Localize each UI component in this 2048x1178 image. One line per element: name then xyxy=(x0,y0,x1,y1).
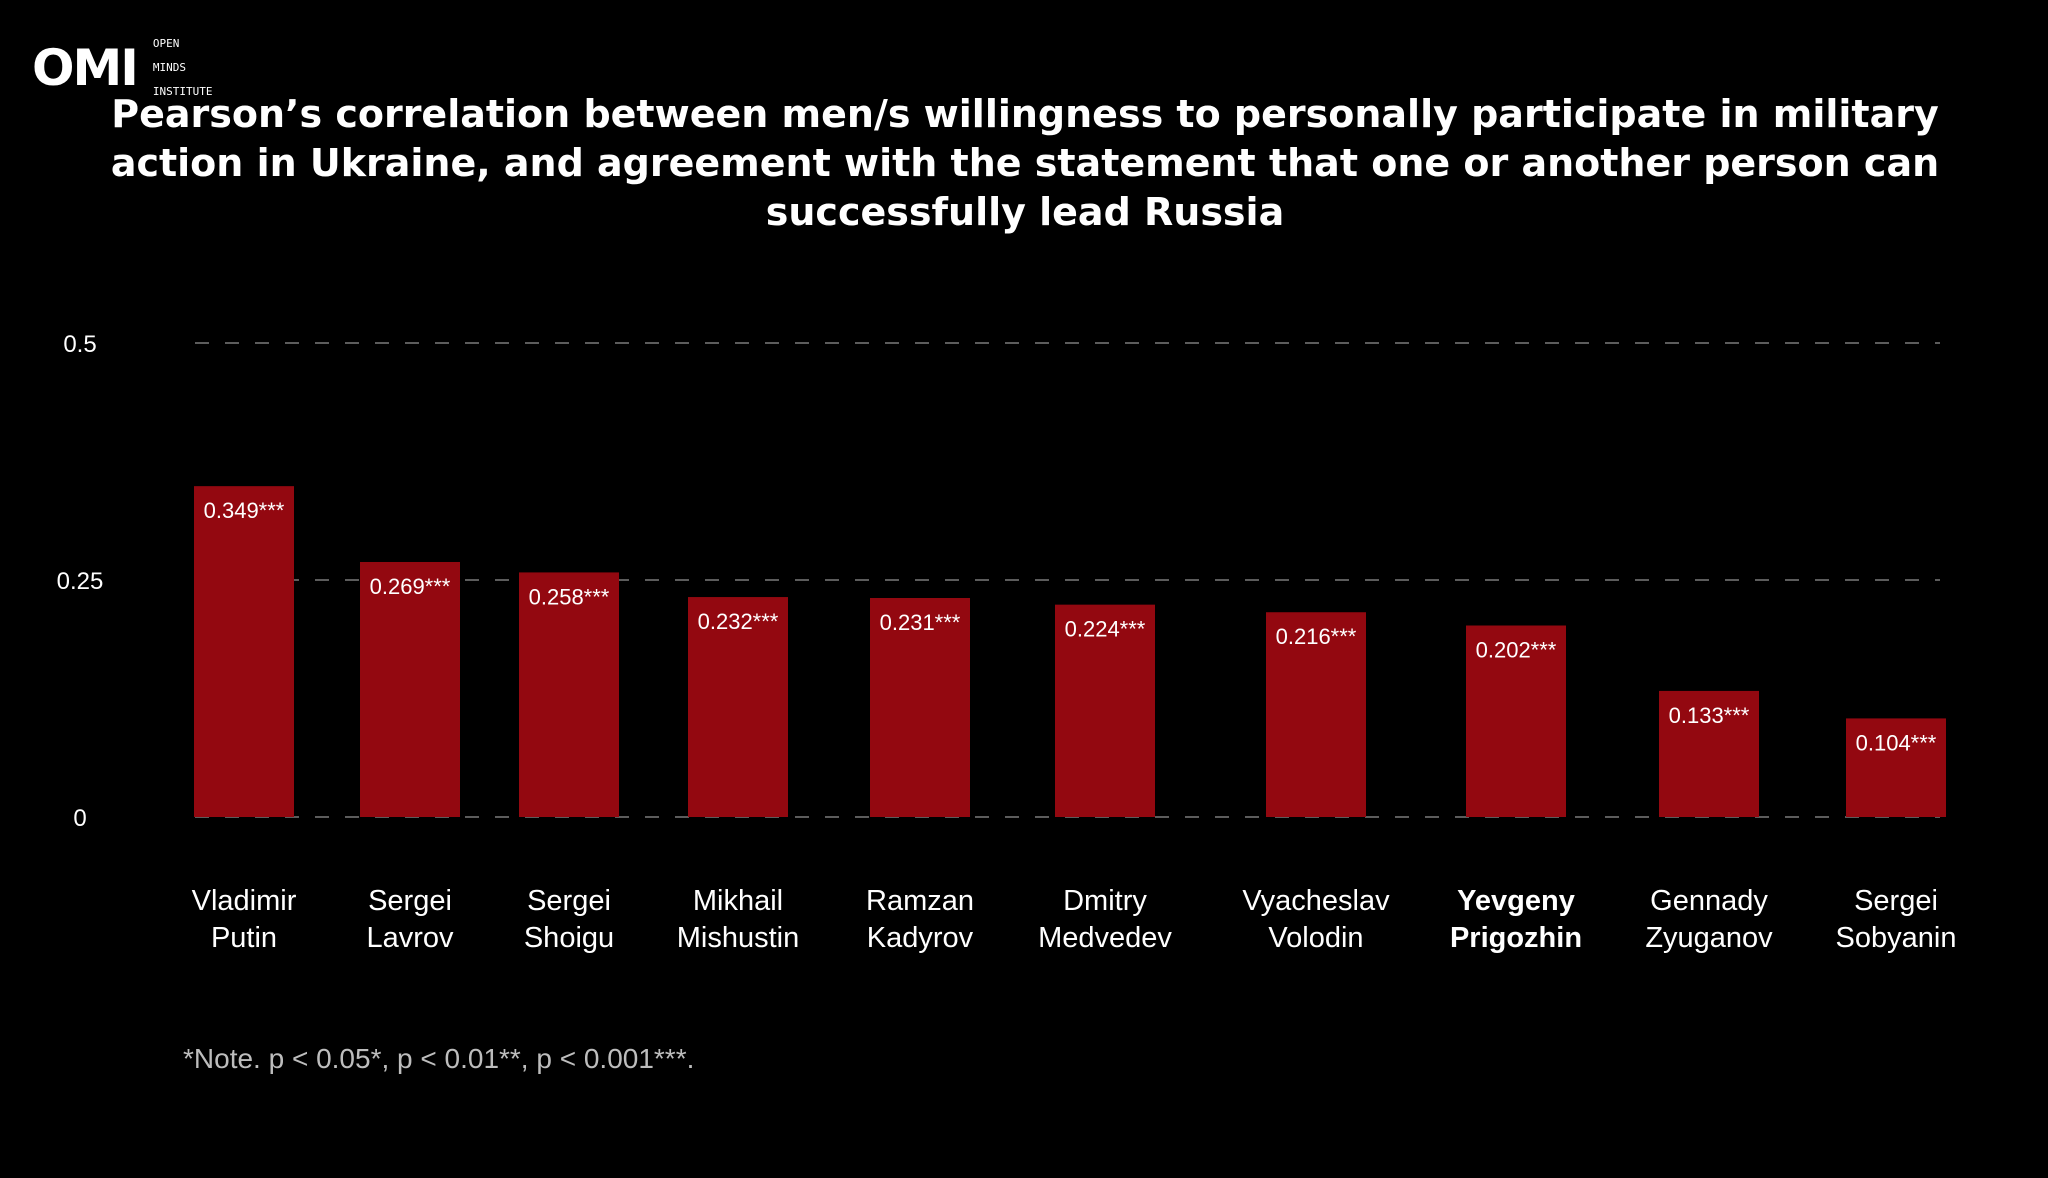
bar-8 xyxy=(1659,690,1759,817)
category-label-line: Volodin xyxy=(1268,922,1363,954)
logo-wordmark: OPEN MINDS INSTITUTE xyxy=(153,26,243,110)
category-label-line: Vyacheslav xyxy=(1242,885,1390,917)
category-label-line: Vladimir xyxy=(192,885,297,917)
logo-line-1: OPEN xyxy=(152,37,180,50)
data-label-3: 0.232*** xyxy=(698,609,779,634)
data-label-9: 0.104*** xyxy=(1856,730,1937,755)
data-label-4: 0.231*** xyxy=(880,610,961,635)
data-label-0: 0.349*** xyxy=(204,498,285,523)
category-label-0: Vladimir Putin xyxy=(192,885,297,954)
bar-5 xyxy=(1055,604,1155,817)
category-label-line: Dmitry xyxy=(1063,885,1147,917)
category-label-7: Yevgeny Prigozhin xyxy=(1450,885,1582,954)
bar-2 xyxy=(519,572,619,817)
category-label-line: Mikhail xyxy=(693,885,783,917)
data-label-8: 0.133*** xyxy=(1669,703,1750,728)
category-label-line: Shoigu xyxy=(524,922,614,954)
category-label-6: Vyacheslav Volodin xyxy=(1242,885,1390,954)
bar-9 xyxy=(1846,718,1946,817)
y-tick-label-0: 0.5 xyxy=(63,331,96,358)
category-label-line: Sergei xyxy=(1854,885,1938,917)
category-label-line: Sergei xyxy=(527,885,611,917)
category-label-line: Kadyrov xyxy=(867,922,974,954)
significance-note: *Note. p < 0.05*, p < 0.01**, p < 0.001*… xyxy=(183,1043,695,1074)
chart-title: Pearson’s correlation between men/s will… xyxy=(110,92,1940,234)
bar-4 xyxy=(870,598,970,817)
category-label-5: Dmitry Medvedev xyxy=(1038,885,1172,954)
category-label-3: Mikhail Mishustin xyxy=(677,885,800,954)
category-label-line: Sobyanin xyxy=(1836,922,1957,954)
category-label-4: Ramzan Kadyrov xyxy=(866,885,974,954)
data-label-7: 0.202*** xyxy=(1476,638,1557,663)
data-label-2: 0.258*** xyxy=(529,584,610,609)
category-label-line: Prigozhin xyxy=(1450,922,1582,954)
bar-1 xyxy=(360,561,460,817)
data-label-6: 0.216*** xyxy=(1276,624,1357,649)
category-label-9: Sergei Sobyanin xyxy=(1836,885,1957,954)
category-label-line: Yevgeny xyxy=(1457,885,1575,917)
logo-line-3: INSTITUTE xyxy=(152,85,213,98)
data-label-1: 0.269*** xyxy=(370,574,451,599)
category-label-line: Medvedev xyxy=(1038,922,1172,954)
category-label-line: Putin xyxy=(211,922,277,954)
logo-line-2: MINDS xyxy=(152,61,186,74)
y-tick-label-2: 0 xyxy=(73,805,86,832)
bar-6 xyxy=(1266,612,1366,817)
logo-mark: OMI xyxy=(32,39,139,97)
category-label-line: Ramzan xyxy=(866,885,974,917)
data-label-5: 0.224*** xyxy=(1065,617,1146,642)
omi-logo: OMI OPEN MINDS INSTITUTE xyxy=(32,26,243,110)
category-label-line: Gennady xyxy=(1650,885,1768,917)
bar-7 xyxy=(1466,625,1566,817)
bar-3 xyxy=(688,597,788,817)
category-label-2: Sergei Shoigu xyxy=(524,885,614,954)
category-label-1: Sergei Lavrov xyxy=(366,885,454,954)
category-label-line: Sergei xyxy=(368,885,452,917)
y-tick-label-1: 0.25 xyxy=(57,568,104,595)
category-label-line: Lavrov xyxy=(366,922,454,954)
category-label-line: Mishustin xyxy=(677,922,800,954)
category-label-line: Zyuganov xyxy=(1645,922,1773,954)
bar-0 xyxy=(194,486,294,817)
category-label-8: Gennady Zyuganov xyxy=(1645,885,1773,954)
